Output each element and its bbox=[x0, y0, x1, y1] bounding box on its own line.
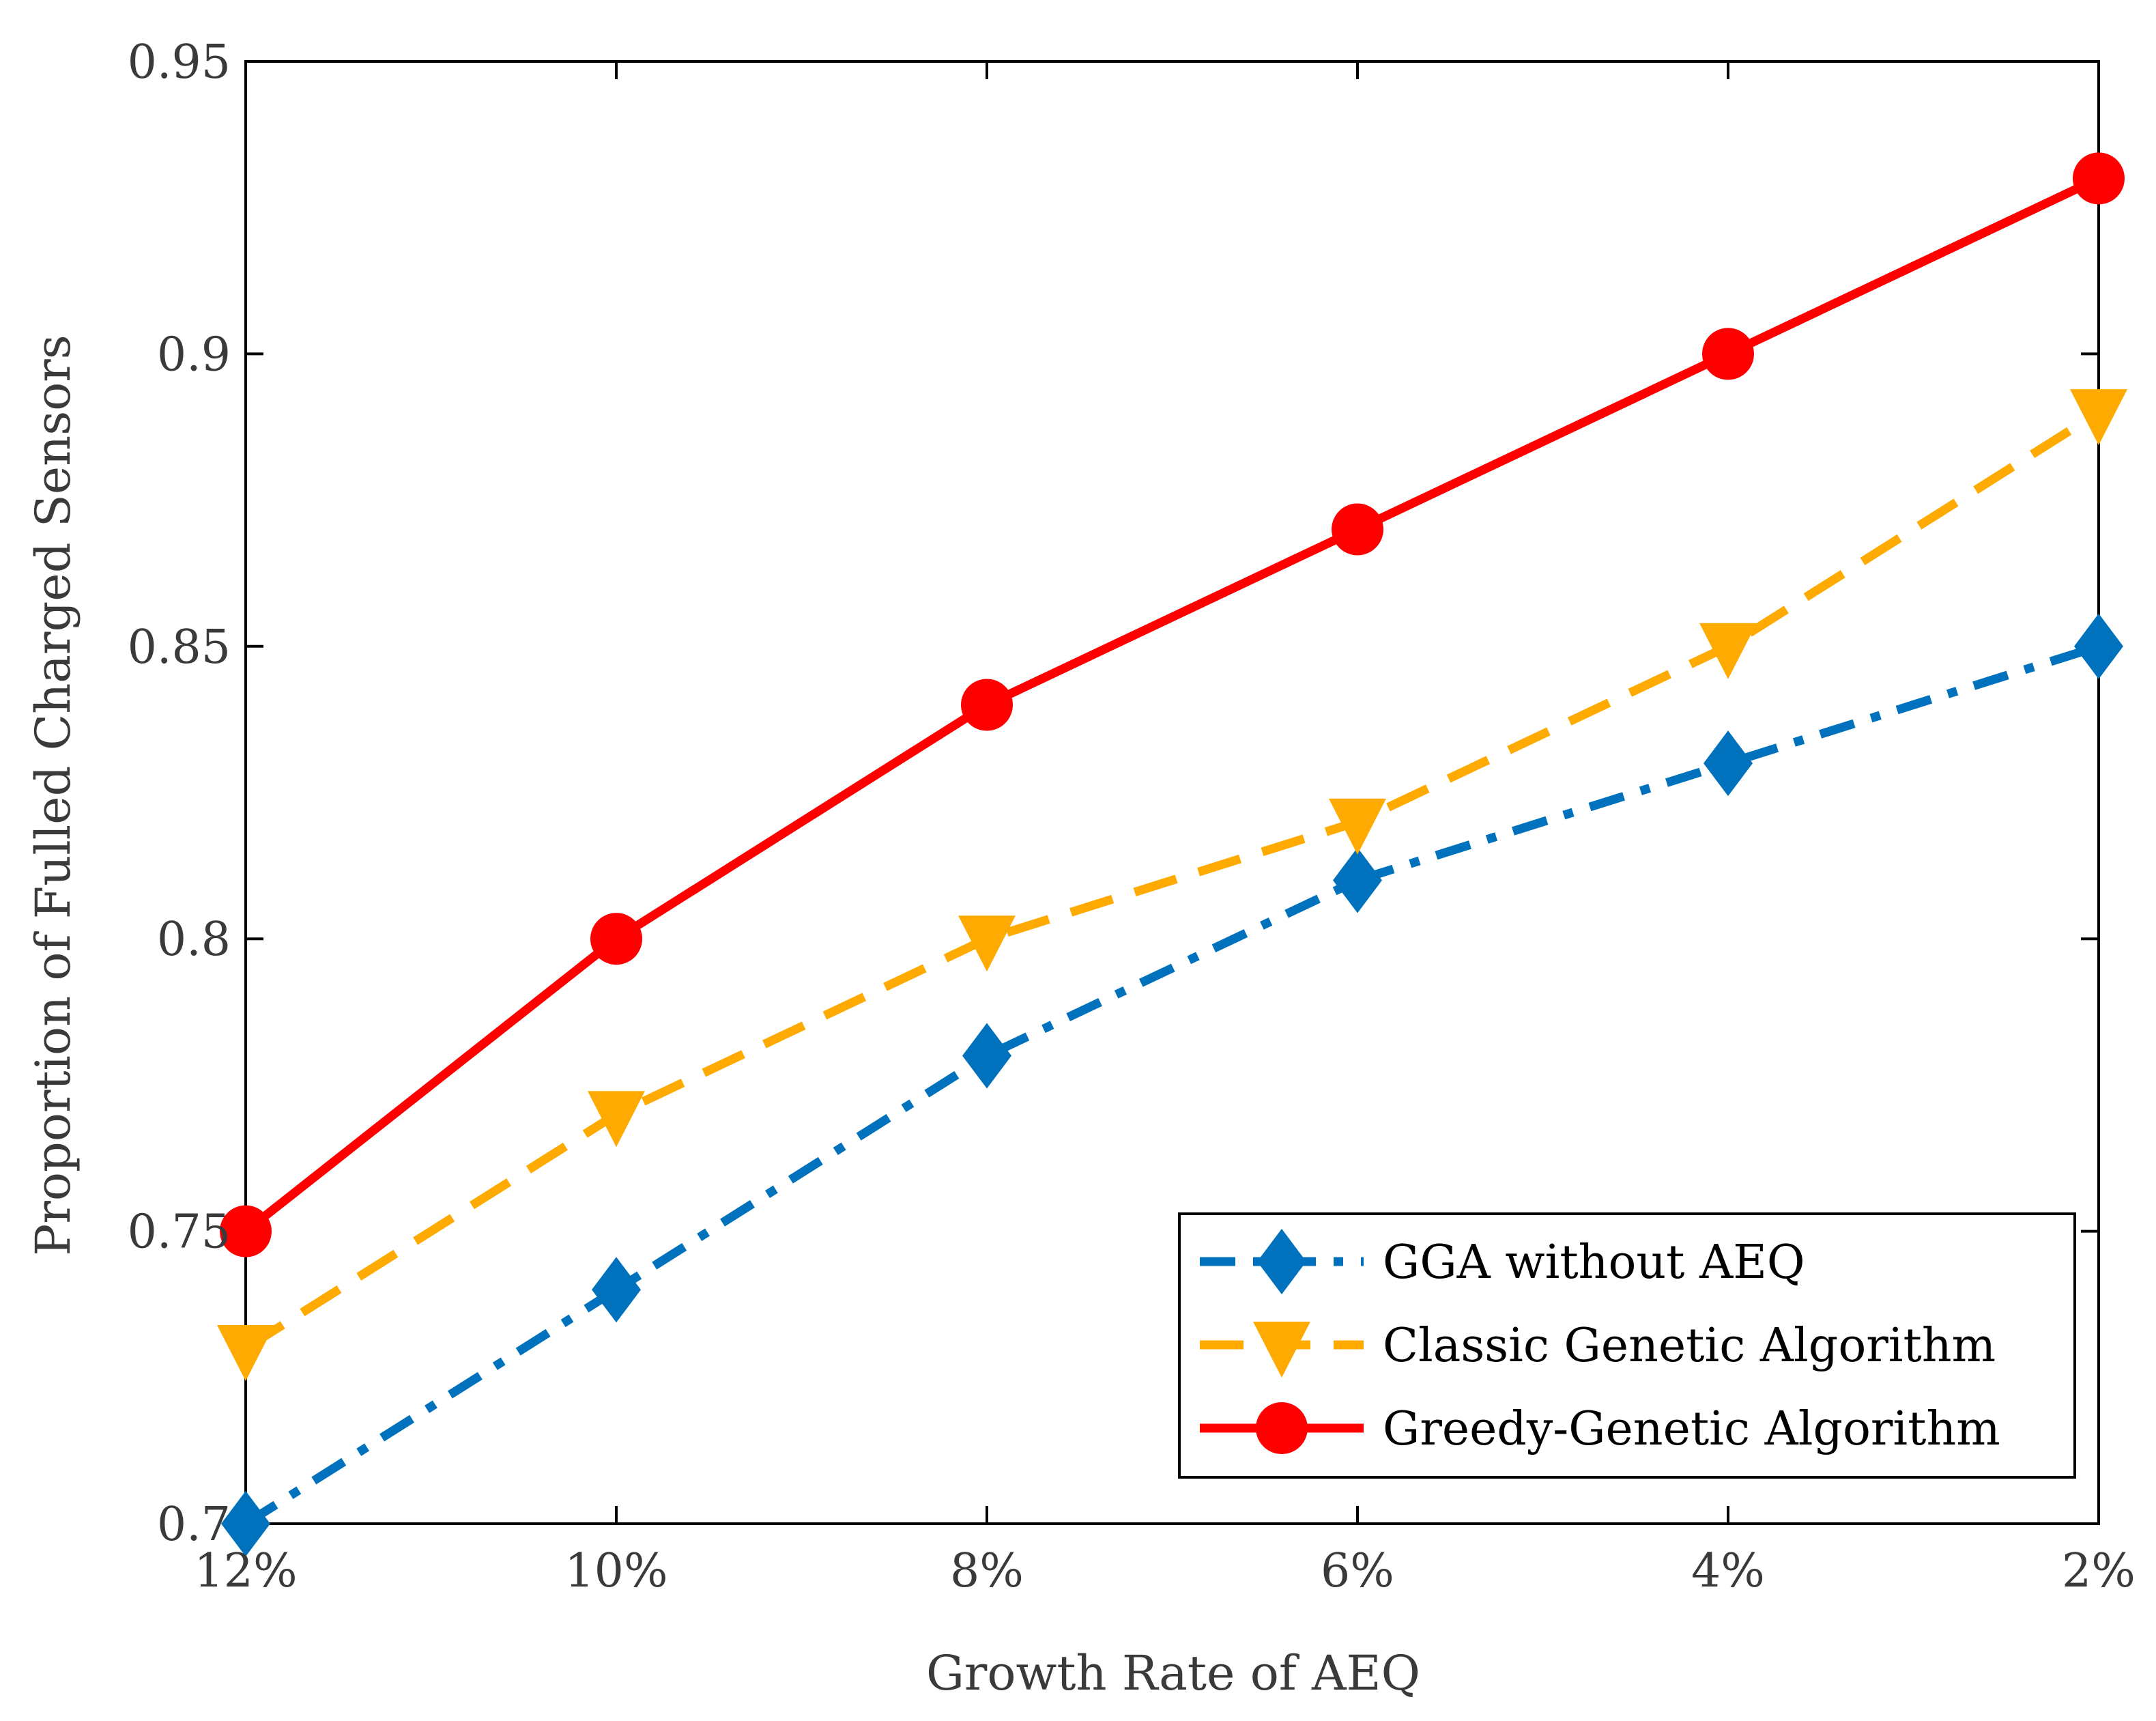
series-1 bbox=[221, 613, 2123, 1556]
x-tick-label: 6% bbox=[1321, 1544, 1394, 1598]
data-point bbox=[590, 913, 642, 965]
x-tick-label: 12% bbox=[194, 1544, 297, 1598]
data-point bbox=[220, 1205, 272, 1257]
y-tick-label: 0.9 bbox=[157, 328, 231, 382]
series-layer bbox=[217, 152, 2127, 1556]
plot-border bbox=[244, 60, 2100, 1525]
legend-label: GGA without AEQ bbox=[1383, 1236, 1805, 1290]
y-tick-label: 0.8 bbox=[157, 913, 231, 967]
x-axis-label: Growth Rate of AEQ bbox=[926, 1645, 1420, 1701]
data-point bbox=[2070, 389, 2127, 446]
legend-marker bbox=[1256, 1402, 1308, 1454]
series-3 bbox=[220, 152, 2125, 1257]
data-point bbox=[1333, 847, 1382, 913]
series-2 bbox=[217, 389, 2127, 1381]
data-point bbox=[1702, 328, 1754, 380]
data-point bbox=[588, 1091, 645, 1148]
y-axis-label: Proportion of Fulled Charged Sensors bbox=[25, 335, 81, 1255]
legend-marker bbox=[1253, 1322, 1310, 1378]
y-tick-label: 0.85 bbox=[128, 621, 231, 674]
y-tick-label: 0.95 bbox=[128, 35, 231, 89]
data-point bbox=[217, 1324, 274, 1381]
data-point bbox=[2074, 613, 2123, 679]
data-point bbox=[962, 1023, 1011, 1089]
y-tick-label: 0.7 bbox=[157, 1498, 231, 1552]
series-line bbox=[243, 408, 2101, 1352]
series-line bbox=[243, 642, 2100, 1528]
y-tick-label: 0.75 bbox=[128, 1206, 231, 1260]
data-point bbox=[1699, 623, 1757, 679]
legend-marker bbox=[1257, 1229, 1306, 1294]
data-point bbox=[958, 915, 1016, 972]
legend-label: Classic Genetic Algorithm bbox=[1383, 1319, 1996, 1373]
data-point bbox=[592, 1257, 641, 1323]
x-tick-label: 2% bbox=[2062, 1544, 2136, 1598]
data-point bbox=[2073, 152, 2125, 205]
legend-label: Greedy-Genetic Algorithm bbox=[1383, 1402, 2000, 1456]
plot-area bbox=[244, 60, 2100, 1525]
tick-labels: 12% 10% 8% 6% 4% 2% 0.7 0.75 0.8 0.85 0.9 0.95 bbox=[128, 35, 2136, 1598]
x-tick-label: 10% bbox=[564, 1544, 667, 1598]
data-point bbox=[1704, 730, 1753, 797]
data-point bbox=[1332, 503, 1383, 556]
legend-box bbox=[1178, 1212, 2076, 1479]
legend: GGA without AEQ Classic Genetic Algorithm… bbox=[1178, 1212, 2076, 1479]
data-point bbox=[1329, 798, 1386, 855]
data-point bbox=[221, 1491, 270, 1556]
data-point bbox=[961, 679, 1013, 731]
x-tick-label: 4% bbox=[1691, 1544, 1765, 1598]
series-line bbox=[242, 174, 2101, 1235]
x-tick-label: 8% bbox=[950, 1544, 1024, 1598]
